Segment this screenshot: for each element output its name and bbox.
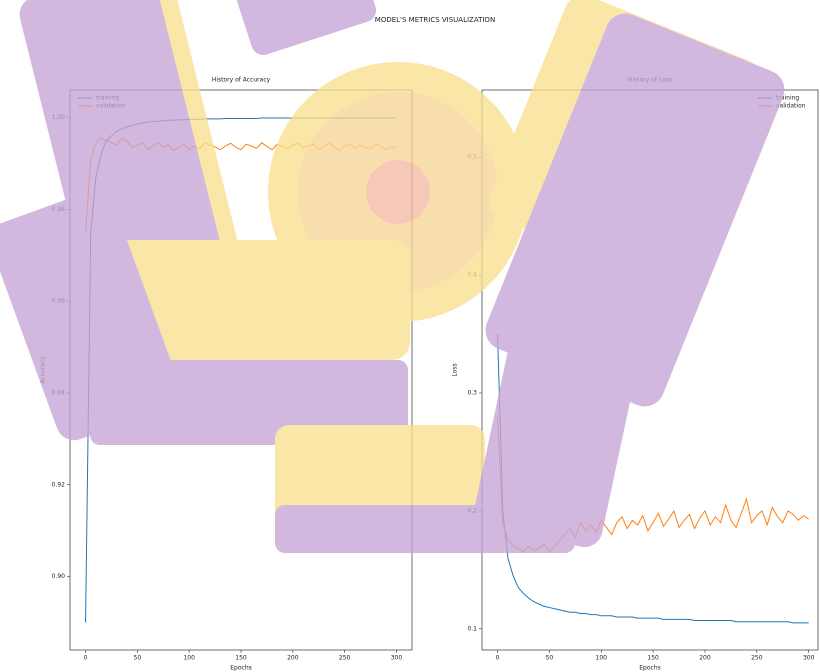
- axes-frame: [482, 90, 818, 650]
- line-series: [498, 417, 809, 553]
- chart: MODEL'S METRICS VISUALIZATION History of…: [0, 0, 820, 672]
- x-tick-label: 100: [183, 655, 195, 662]
- y-tick-label: 0.2: [467, 507, 477, 514]
- line-series: [86, 138, 397, 232]
- x-tick-label: 250: [751, 655, 763, 662]
- x-tick-label: 300: [803, 655, 815, 662]
- x-axis-label: Epochs: [230, 665, 252, 672]
- x-tick-label: 50: [546, 655, 554, 662]
- y-tick-label: 0.96: [52, 298, 66, 305]
- x-tick-label: 250: [339, 655, 351, 662]
- line-series: [86, 118, 397, 622]
- chart-title: History of Loss: [628, 77, 672, 84]
- legend-label: training: [776, 95, 799, 102]
- x-tick-label: 300: [391, 655, 403, 662]
- y-tick-label: 0.4: [467, 272, 477, 279]
- y-tick-label: 0.98: [52, 206, 66, 213]
- line-series: [498, 334, 809, 623]
- y-tick-label: 0.5: [467, 154, 477, 161]
- legend-label: validation: [776, 103, 806, 110]
- figure-title: MODEL'S METRICS VISUALIZATION: [375, 16, 495, 24]
- legend-label: validation: [96, 103, 126, 110]
- y-axis-label: Accuracy: [40, 356, 47, 384]
- x-tick-label: 50: [134, 655, 142, 662]
- y-tick-label: 0.94: [52, 389, 66, 396]
- y-axis-label: Loss: [452, 363, 459, 376]
- y-tick-label: 0.92: [52, 481, 66, 488]
- x-tick-label: 150: [647, 655, 659, 662]
- y-tick-label: 0.3: [467, 389, 477, 396]
- x-tick-label: 200: [287, 655, 299, 662]
- x-tick-label: 100: [596, 655, 608, 662]
- y-tick-label: 0.90: [52, 573, 66, 580]
- x-axis-label: Epochs: [639, 665, 661, 672]
- chart-title: History of Accuracy: [212, 77, 271, 84]
- x-tick-label: 200: [699, 655, 711, 662]
- legend-label: training: [96, 95, 119, 102]
- x-tick-label: 0: [496, 655, 500, 662]
- y-tick-label: 1.00: [52, 114, 66, 121]
- axes-frame: [70, 90, 412, 650]
- x-tick-label: 0: [84, 655, 88, 662]
- y-tick-label: 0.1: [467, 625, 477, 632]
- x-tick-label: 150: [235, 655, 247, 662]
- page: MODEL'S METRICS VISUALIZATION History of…: [0, 0, 820, 672]
